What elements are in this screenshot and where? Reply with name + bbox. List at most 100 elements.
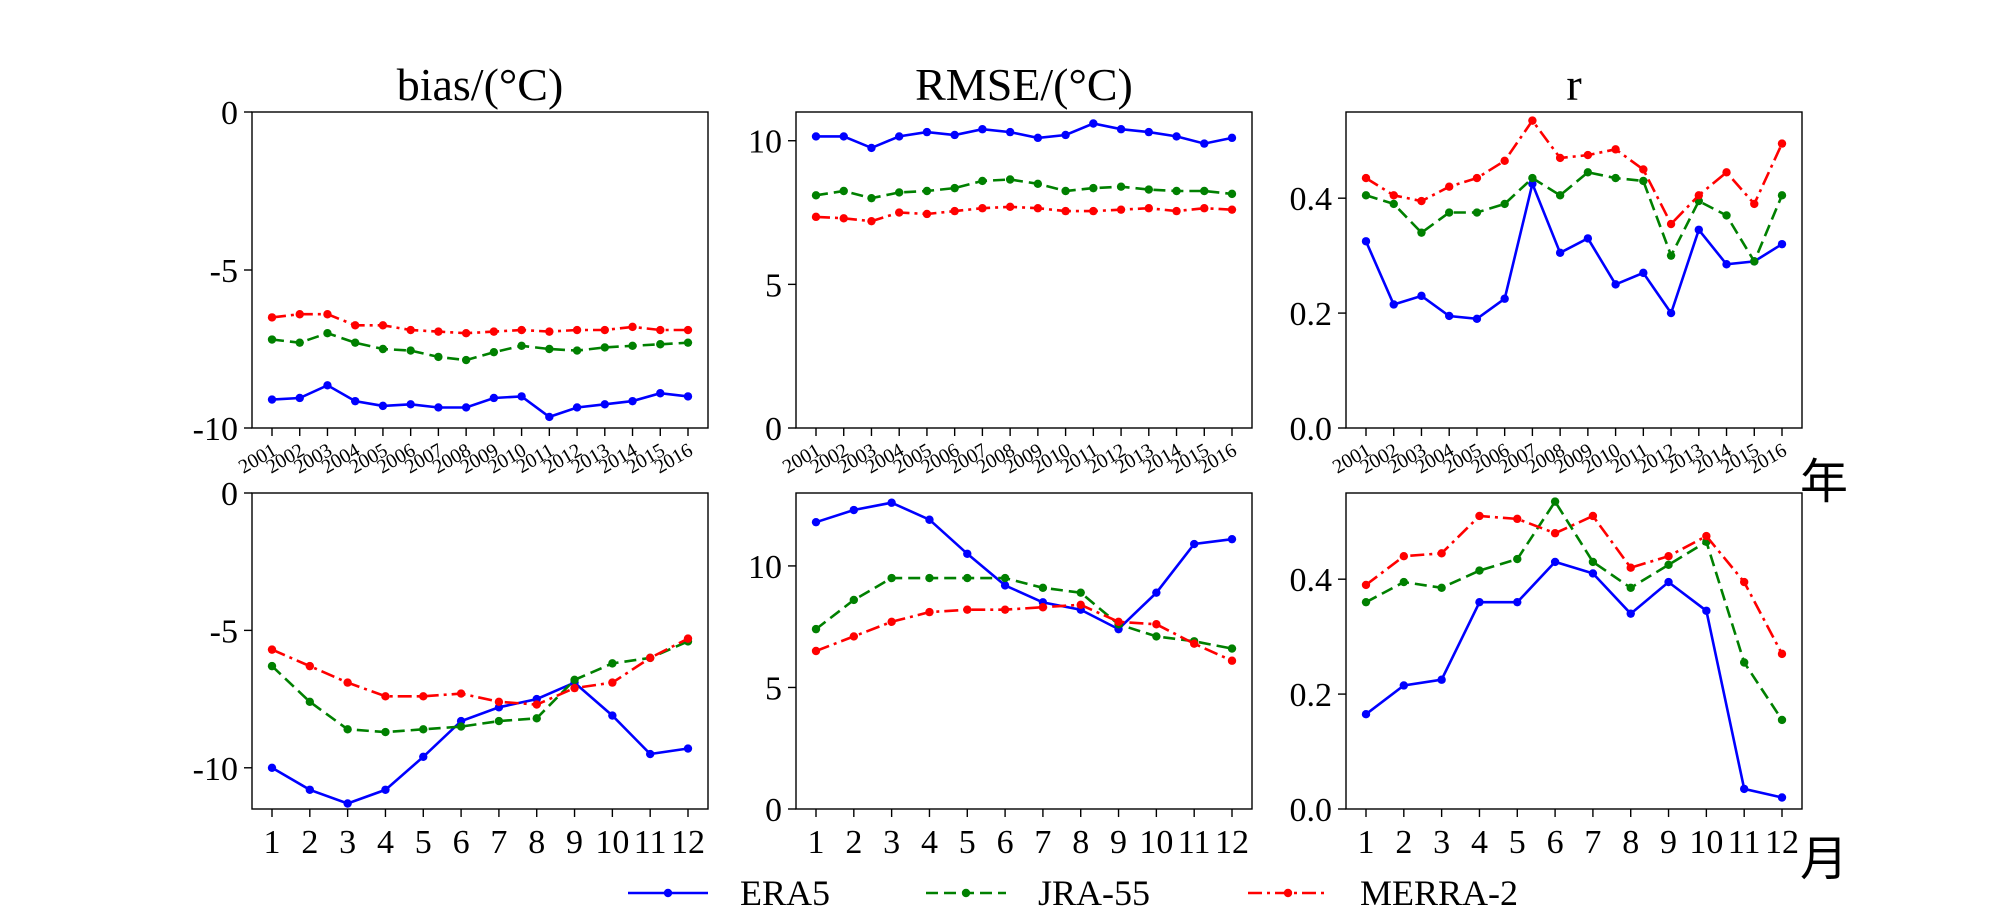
data-point <box>1361 237 1371 246</box>
data-point <box>461 403 471 412</box>
chart-panel-3: r0.00.20.4200120022003200420052006200720… <box>1290 59 1849 509</box>
data-point <box>645 749 655 759</box>
data-point <box>1417 291 1426 301</box>
x-tick-label: 2 <box>301 824 318 861</box>
data-point <box>608 659 617 668</box>
x-tick-label: 11 <box>1178 824 1211 861</box>
data-point <box>461 355 471 365</box>
data-point <box>545 412 554 422</box>
data-point <box>887 573 896 583</box>
data-point <box>811 646 821 656</box>
data-point <box>267 395 277 404</box>
series-line-merra-2 <box>1365 514 1784 655</box>
data-point <box>628 322 637 332</box>
data-point <box>517 341 526 351</box>
series-line-era5 <box>271 383 689 419</box>
data-point <box>267 661 277 671</box>
legend-label: JRA-55 <box>1038 873 1150 913</box>
x-tick-label: 1 <box>1358 824 1375 861</box>
data-point <box>1361 580 1371 590</box>
x-tick-label: 7 <box>1034 824 1051 861</box>
x-tick-label: 5 <box>959 824 976 861</box>
y-tick-label: 0 <box>221 476 238 513</box>
data-point <box>381 692 390 701</box>
data-point <box>1739 658 1749 667</box>
data-point <box>1437 583 1446 592</box>
y-tick-label: -5 <box>210 253 238 290</box>
data-point <box>1702 606 1711 615</box>
data-point <box>517 325 526 335</box>
data-point <box>456 722 466 731</box>
x-tick-label: 12 <box>1765 824 1799 861</box>
x-tick-label: 4 <box>921 824 938 861</box>
data-point <box>545 344 554 354</box>
data-point <box>1399 681 1409 690</box>
x-tick-label: 9 <box>1110 824 1127 861</box>
data-point <box>1555 153 1565 163</box>
data-point <box>295 338 304 347</box>
data-point <box>1172 206 1181 216</box>
data-point <box>839 214 848 223</box>
legend-marker <box>1283 888 1293 898</box>
data-point <box>1189 639 1199 648</box>
data-point <box>1694 191 1704 200</box>
chart-panel-6: 0.00.20.41 2 3 4 5 6 7 8 9 10 11 12 月 <box>1290 492 1848 886</box>
data-point <box>351 338 360 347</box>
data-point <box>1227 534 1237 544</box>
data-point <box>572 346 582 355</box>
data-point <box>925 515 934 524</box>
y-tick-label: 5 <box>765 670 782 707</box>
data-point <box>1089 183 1098 193</box>
data-point <box>1777 715 1787 725</box>
data-point <box>1227 133 1237 143</box>
x-tick-label: 2 <box>845 824 862 861</box>
data-point <box>489 347 499 357</box>
x-tick-label: 6 <box>997 824 1014 861</box>
data-point <box>494 697 504 707</box>
data-point <box>1116 125 1126 134</box>
data-point <box>1626 583 1635 592</box>
data-point <box>1702 531 1711 541</box>
data-point <box>295 393 304 403</box>
x-tick-label: 1 <box>264 824 281 861</box>
data-point <box>950 206 959 216</box>
data-point <box>1399 577 1409 587</box>
data-point <box>867 216 876 226</box>
data-point <box>1445 208 1454 217</box>
x-axis-unit-label: 年 <box>1800 456 1848 509</box>
y-tick-label: 10 <box>748 549 782 586</box>
data-point <box>839 132 848 141</box>
data-point <box>572 403 582 412</box>
data-point <box>1061 130 1070 140</box>
data-point <box>1172 132 1181 141</box>
data-point <box>489 327 499 336</box>
data-point <box>305 697 315 707</box>
data-point <box>1694 225 1704 234</box>
series-line-jra-55 <box>1365 499 1784 721</box>
data-point <box>545 327 554 336</box>
x-tick-label: 9 <box>1660 824 1677 861</box>
data-point <box>1666 251 1676 260</box>
panel-title: bias/(°C) <box>397 59 564 110</box>
data-point <box>1472 173 1482 183</box>
data-point <box>1611 280 1620 289</box>
data-point <box>1144 127 1154 137</box>
x-tick-label: 4 <box>377 824 394 861</box>
y-tick-label: 0 <box>765 792 782 829</box>
data-point <box>656 389 665 398</box>
x-tick-label: 6 <box>1547 824 1564 861</box>
data-point <box>683 338 693 347</box>
data-point <box>489 393 499 403</box>
series-line-jra-55 <box>271 640 689 734</box>
data-point <box>1399 552 1409 561</box>
data-point <box>1437 675 1446 684</box>
series-line-era5 <box>816 122 1233 150</box>
plot-frame <box>795 492 1253 810</box>
plot-frame <box>251 492 709 810</box>
data-point <box>1038 603 1048 612</box>
data-point <box>1777 191 1787 200</box>
data-point <box>1500 156 1509 166</box>
data-point <box>1361 191 1371 200</box>
data-point <box>1200 139 1209 148</box>
